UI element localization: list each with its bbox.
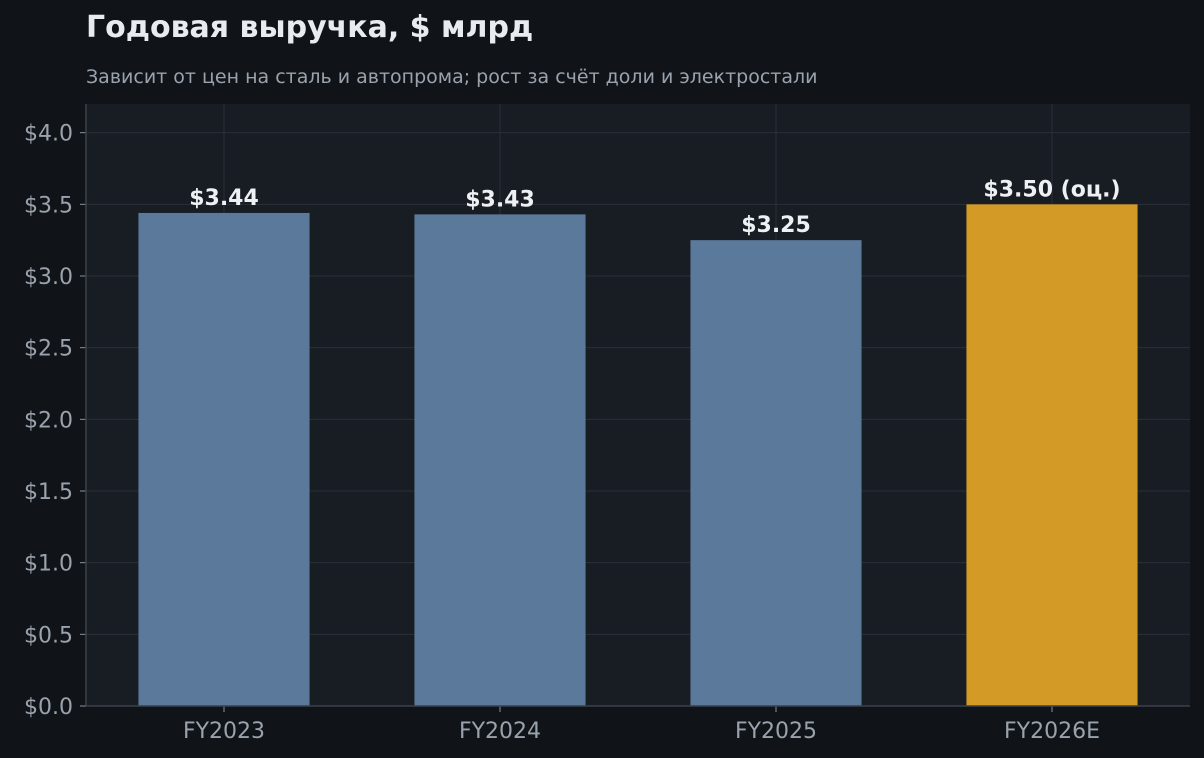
bar [414, 214, 586, 706]
y-tick-label: $2.5 [24, 337, 73, 362]
x-tick-label: FY2024 [459, 719, 541, 744]
y-tick-label: $1.0 [24, 552, 73, 577]
bar-value-label: $3.43 [465, 187, 535, 212]
bar-value-label: $3.44 [189, 186, 259, 211]
bar-estimate [966, 204, 1138, 707]
bar-value-label: $3.25 [741, 213, 811, 238]
y-tick-label: $1.5 [24, 480, 73, 505]
x-tick-label: FY2025 [735, 719, 817, 744]
y-tick-label: $3.0 [24, 265, 73, 290]
bar-value-label: $3.50 (оц.) [983, 177, 1120, 202]
chart-title: Годовая выручка, $ млрд [86, 10, 534, 45]
y-tick-label: $3.5 [24, 193, 73, 218]
y-tick-label: $2.0 [24, 408, 73, 433]
bar [138, 212, 310, 706]
x-tick-label: FY2023 [183, 719, 265, 744]
chart-subtitle: Зависит от цен на сталь и автопрома; рос… [86, 66, 818, 88]
y-tick-label: $0.5 [24, 623, 73, 648]
y-tick-label: $0.0 [24, 695, 73, 720]
y-tick-label: $4.0 [24, 122, 73, 147]
bar [690, 240, 862, 706]
x-tick-label: FY2026E [1004, 719, 1100, 744]
